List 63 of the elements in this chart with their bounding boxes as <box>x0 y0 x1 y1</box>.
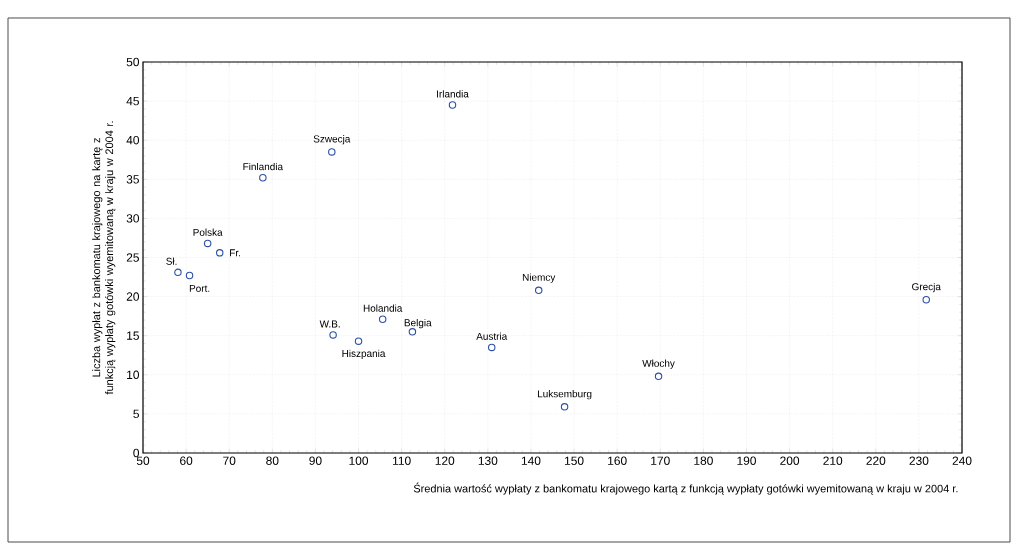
point <box>448 101 457 109</box>
point <box>329 331 337 339</box>
y-tick-label: 50 <box>126 57 140 67</box>
point <box>378 315 387 324</box>
annotation: W.B. <box>319 320 340 328</box>
y-tick-label: 35 <box>126 175 139 184</box>
annotation: Hiszpania <box>342 349 386 359</box>
x-tick-label: 90 <box>309 456 322 465</box>
y-tick-label: 45 <box>126 96 139 106</box>
annotation: Fr. <box>230 249 240 257</box>
x-tick-label: 160 <box>608 456 627 465</box>
annotation: Luksemburg <box>537 390 592 400</box>
point <box>185 271 194 280</box>
annotation: Polska <box>193 228 223 236</box>
x-tick-label: 120 <box>435 456 455 465</box>
annotation: Sł. <box>166 257 177 265</box>
point <box>534 286 543 295</box>
point <box>215 249 224 257</box>
y-tick-label: 5 <box>133 409 139 419</box>
y-tick-label: 20 <box>126 292 140 301</box>
point <box>203 239 212 248</box>
point <box>328 148 336 156</box>
x-tick-label: 70 <box>223 456 236 465</box>
x-tick-label: 150 <box>564 456 584 465</box>
point <box>922 295 930 304</box>
x-tick-label: 110 <box>393 456 411 465</box>
annotation: Port. <box>189 285 210 292</box>
point <box>654 372 663 381</box>
point <box>259 173 267 182</box>
x-tick-label: 230 <box>909 456 929 465</box>
y-tick-label: 15 <box>127 331 139 340</box>
annotation: Irlandia <box>437 90 469 98</box>
x-tick-label: 240 <box>952 456 972 465</box>
y-axis-title: Liczba wypłat z bankomatu krajowego na kartę z funkcją wypłaty gotówki wyemitowaną w kraju w 2004 r. <box>92 121 116 395</box>
x-tick-label: 100 <box>349 456 369 465</box>
x-tick-label: 80 <box>266 456 279 465</box>
y-tick-label: 10 <box>127 370 140 380</box>
x-tick-label: 60 <box>180 456 193 465</box>
x-tick-label: 170 <box>651 456 670 465</box>
annotation: Belgia <box>404 318 432 329</box>
y-tick-label: 40 <box>126 135 140 145</box>
x-tick-label: 180 <box>694 456 713 465</box>
annotation: Niemcy <box>522 273 556 283</box>
point <box>487 343 496 352</box>
annotation: Grecja <box>912 282 941 293</box>
x-tick-label: 220 <box>866 456 886 465</box>
point <box>354 337 363 345</box>
x-axis-title: Średnia wartość wypłaty z bankomatu krajowego kartą z funkcją wypłaty gotówki wyemitowaną w kraju w 2004 r. <box>413 482 958 495</box>
annotation: Finlandia <box>243 162 284 171</box>
y-tick-label: 0 <box>133 448 140 458</box>
x-tick-label: 130 <box>478 456 498 465</box>
point <box>174 268 182 277</box>
annotation: Włochy <box>642 359 675 369</box>
x-tick-label: 210 <box>823 456 843 465</box>
y-tick-label: 30 <box>126 214 140 223</box>
x-tick-label: 200 <box>780 456 800 465</box>
x-tick-label: 190 <box>737 456 756 465</box>
x-tick-label: 140 <box>521 456 541 465</box>
y-tick-label: 25 <box>126 253 139 262</box>
point <box>560 403 569 411</box>
annotation: Austria <box>476 332 508 340</box>
annotation: Szwecja <box>313 135 351 145</box>
annotation: Holandia <box>363 304 403 312</box>
